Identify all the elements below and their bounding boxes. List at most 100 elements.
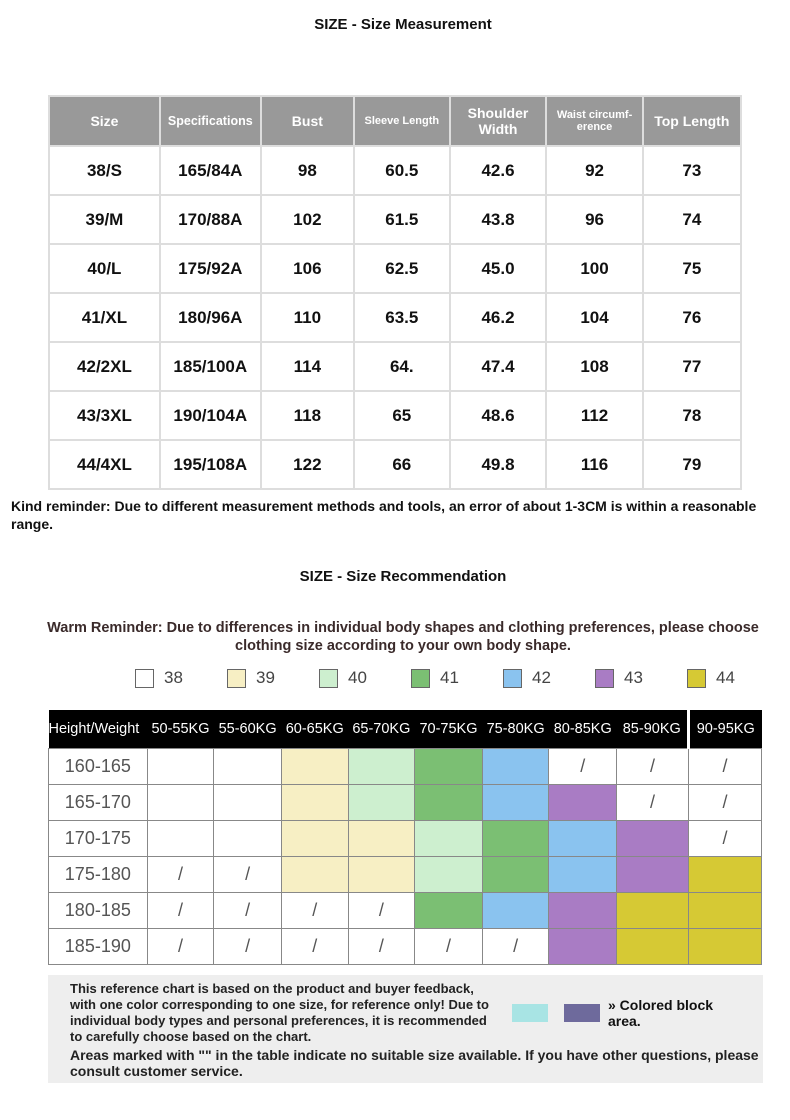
table-cell: 96 bbox=[545, 194, 644, 245]
size-cell bbox=[146, 784, 215, 821]
table-cell: 190/104A bbox=[158, 390, 262, 441]
table-cell: 118 bbox=[259, 390, 355, 441]
legend-item: 44 bbox=[687, 668, 779, 688]
height-cell: 165-170 bbox=[48, 784, 148, 821]
column-header: 80-85KG bbox=[548, 710, 617, 749]
size-cell: / bbox=[414, 928, 483, 965]
size-cell bbox=[616, 856, 689, 893]
legend-item: 40 bbox=[319, 668, 411, 688]
table-row: 170-175 / bbox=[48, 820, 762, 857]
table-cell: 180/96A bbox=[158, 292, 262, 343]
table-cell: 122 bbox=[259, 439, 355, 490]
legend-item: 41 bbox=[411, 668, 503, 688]
size-cell: / bbox=[688, 784, 762, 821]
table-cell: 43.8 bbox=[448, 194, 548, 245]
column-header: Top Length bbox=[641, 95, 743, 147]
kind-reminder: Kind reminder: Due to different measurem… bbox=[11, 498, 757, 532]
warm-reminder: Warm Reminder: Due to differences in ind… bbox=[47, 620, 759, 654]
size-cell bbox=[481, 856, 550, 893]
table-cell: 170/88A bbox=[158, 194, 262, 245]
size-cell bbox=[146, 820, 215, 857]
table-cell: 61.5 bbox=[352, 194, 451, 245]
size-cell: / bbox=[280, 892, 349, 929]
table-cell: 60.5 bbox=[352, 145, 451, 196]
table-cell: 43/3XL bbox=[48, 390, 161, 441]
legend-label: 41 bbox=[440, 668, 459, 687]
legend-swatch bbox=[595, 668, 614, 688]
size-cell bbox=[548, 928, 618, 965]
size-cell bbox=[481, 892, 550, 929]
column-header: 55-60KG bbox=[213, 710, 282, 749]
table-cell: 63.5 bbox=[352, 292, 451, 343]
size-cell: / bbox=[347, 928, 416, 965]
table-row: 41/XL 180/96A 110 63.5 46.2 104 76 bbox=[48, 292, 743, 343]
legend-swatch bbox=[319, 668, 338, 688]
size-cell: / bbox=[213, 856, 282, 893]
table-cell: 116 bbox=[545, 439, 644, 490]
table-cell: 185/100A bbox=[158, 341, 262, 392]
table-cell: 49.8 bbox=[448, 439, 548, 490]
size-cell bbox=[548, 892, 618, 929]
column-header: Height/Weight bbox=[48, 710, 148, 749]
column-header: Sleeve Length bbox=[352, 95, 451, 147]
size-cell: / bbox=[688, 820, 762, 857]
table-cell: 46.2 bbox=[448, 292, 548, 343]
size-cell: / bbox=[146, 892, 215, 929]
table-cell: 106 bbox=[259, 243, 355, 294]
legend-label: 40 bbox=[348, 668, 367, 687]
table-cell: 38/S bbox=[48, 145, 161, 196]
legend-label: 42 bbox=[532, 668, 551, 687]
recommendation-title: SIZE - Size Recommendation bbox=[299, 568, 507, 585]
size-cell bbox=[280, 748, 349, 785]
size-cell bbox=[347, 748, 416, 785]
size-cell bbox=[414, 892, 483, 929]
height-cell: 170-175 bbox=[48, 820, 148, 857]
column-header: Waist circumf-erence bbox=[545, 95, 644, 147]
size-cell: / bbox=[280, 928, 349, 965]
height-cell: 185-190 bbox=[48, 928, 148, 965]
table-cell: 64. bbox=[352, 341, 451, 392]
size-cell bbox=[280, 856, 349, 893]
size-cell bbox=[616, 928, 689, 965]
table-cell: 39/M bbox=[48, 194, 161, 245]
size-cell: / bbox=[616, 748, 689, 785]
table-row: 43/3XL 190/104A 118 65 48.6 112 78 bbox=[48, 390, 743, 441]
size-cell bbox=[548, 820, 618, 857]
table-cell: 114 bbox=[259, 341, 355, 392]
legend-label: 43 bbox=[624, 668, 643, 687]
table-row: 40/L 175/92A 106 62.5 45.0 100 75 bbox=[48, 243, 743, 294]
table-cell: 76 bbox=[641, 292, 743, 343]
swatch-cyan bbox=[512, 1004, 548, 1022]
table-cell: 165/84A bbox=[158, 145, 262, 196]
size-cell bbox=[548, 856, 618, 893]
legend-swatch bbox=[411, 668, 430, 688]
legend-item: 42 bbox=[503, 668, 595, 688]
table-cell: 44/4XL bbox=[48, 439, 161, 490]
legend-swatch bbox=[227, 668, 246, 688]
table-row: 160-165// / bbox=[48, 748, 762, 785]
size-cell: / bbox=[616, 784, 689, 821]
table-cell: 92 bbox=[545, 145, 644, 196]
recommendation-table: Height/Weight 50-55KG 55-60KG 60-65KG 65-70K… bbox=[48, 710, 762, 965]
table-cell: 42/2XL bbox=[48, 341, 161, 392]
size-cell bbox=[688, 892, 762, 929]
measurement-title: SIZE - Size Measurement bbox=[314, 16, 492, 33]
table-row: 44/4XL 195/108A 122 66 49.8 116 79 bbox=[48, 439, 743, 490]
table-cell: 40/L bbox=[48, 243, 161, 294]
table-row: 38/S 165/84A 98 60.5 42.6 92 73 bbox=[48, 145, 743, 196]
table-cell: 79 bbox=[641, 439, 743, 490]
column-header: 75-80KG bbox=[482, 710, 549, 749]
size-cell: / bbox=[213, 892, 282, 929]
legend-item: 39 bbox=[227, 668, 319, 688]
size-cell bbox=[213, 784, 282, 821]
table-row: 185-190// / / / / bbox=[48, 928, 762, 965]
legend-item: 43 bbox=[595, 668, 687, 688]
table-row: 180-185// / / bbox=[48, 892, 762, 929]
table-cell: 65 bbox=[352, 390, 451, 441]
size-cell: / bbox=[481, 928, 550, 965]
column-header: Size bbox=[48, 95, 161, 147]
table-cell: 77 bbox=[641, 341, 743, 392]
size-cell bbox=[414, 820, 483, 857]
table-cell: 175/92A bbox=[158, 243, 262, 294]
column-header: Shoulder Width bbox=[448, 95, 548, 147]
